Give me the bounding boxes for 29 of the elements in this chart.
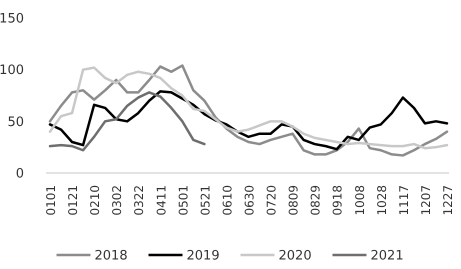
y-tick-label: 100 <box>0 63 24 78</box>
x-tick-label: 0918 <box>330 185 345 216</box>
x-tick-label: 1117 <box>396 185 411 216</box>
x-tick-label: 0829 <box>308 185 323 216</box>
x-tick-label: 1227 <box>441 185 455 216</box>
line-series <box>48 90 448 150</box>
x-tick-label: 0630 <box>242 185 256 216</box>
legend-label: 2019 <box>186 248 220 264</box>
x-tick-label: 0501 <box>176 185 190 216</box>
x-tick-label: 0210 <box>88 185 102 216</box>
x-tick-label: 0121 <box>66 185 80 216</box>
x-tick-label: 0720 <box>264 185 279 216</box>
legend-label: 2021 <box>370 248 404 264</box>
x-tick-label: 0101 <box>44 185 58 216</box>
x-tick-label: 0809 <box>286 185 301 216</box>
x-tick-label: 0610 <box>220 185 234 216</box>
x-tick-label: 1008 <box>352 185 367 216</box>
x-tick-label: 0521 <box>198 185 212 216</box>
legend-label: 2020 <box>278 248 312 264</box>
y-tick-label: 0 <box>16 166 24 182</box>
x-tick-label: 0302 <box>110 185 124 216</box>
x-tick-label: 0322 <box>132 185 146 216</box>
x-tick-label: 1207 <box>418 185 433 216</box>
y-tick-label: 50 <box>7 114 24 130</box>
y-tick-label: 150 <box>0 12 24 27</box>
line-series <box>48 91 206 152</box>
legend-label: 2018 <box>94 248 128 264</box>
x-tick-label: 0411 <box>154 185 168 216</box>
x-tick-label: 1028 <box>374 185 389 216</box>
